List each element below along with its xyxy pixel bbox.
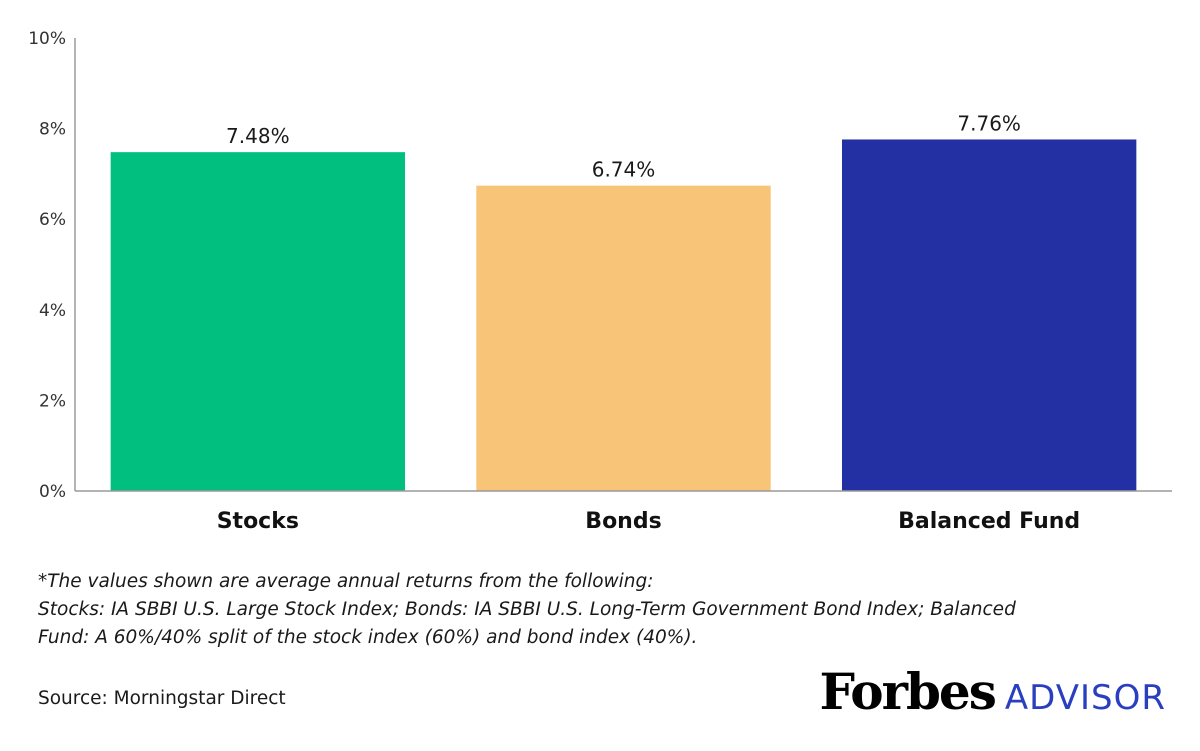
x-category-label: Stocks (217, 509, 299, 534)
forbes-advisor-logo: Forbes ADVISOR (820, 662, 1167, 721)
y-tick-label: 8% (39, 120, 66, 140)
y-tick-label: 10% (28, 29, 66, 49)
bar-bonds (476, 185, 771, 492)
footnote: *The values shown are average annual ret… (38, 568, 1168, 652)
logo-brand: Forbes (819, 662, 997, 721)
bars (110, 139, 1137, 492)
logo-suffix: ADVISOR (1004, 678, 1166, 718)
y-tick-label: 6% (39, 210, 66, 230)
x-category-label: Bonds (585, 509, 661, 534)
footnote-line: *The values shown are average annual ret… (38, 571, 654, 592)
x-axis: Stocks Bonds Balanced Fund (75, 490, 1172, 534)
y-tick-label: 4% (39, 301, 66, 321)
source-note: Source: Morningstar Direct (38, 688, 286, 709)
data-labels: 7.48% 6.74% 7.76% (226, 111, 1021, 181)
bar-chart: 0% 2% 4% 6% 8% 10% 7.48% 6.74% 7.76% Stocks Bond… (28, 29, 1172, 534)
bar-stocks (110, 152, 406, 491)
y-tick-label: 2% (39, 391, 66, 411)
data-label: 7.76% (957, 111, 1021, 135)
x-category-label: Balanced Fund (898, 509, 1080, 534)
footnote-line: Stocks: IA SBBI U.S. Large Stock Index; … (38, 599, 1016, 620)
y-tick-label: 0% (39, 482, 66, 502)
data-label: 7.48% (226, 124, 290, 148)
y-axis: 0% 2% 4% 6% 8% 10% (28, 29, 76, 502)
bar-balanced-fund (841, 139, 1137, 492)
data-label: 6.74% (592, 158, 656, 182)
footnote-line: Fund: A 60%/40% split of the stock index… (38, 627, 698, 648)
